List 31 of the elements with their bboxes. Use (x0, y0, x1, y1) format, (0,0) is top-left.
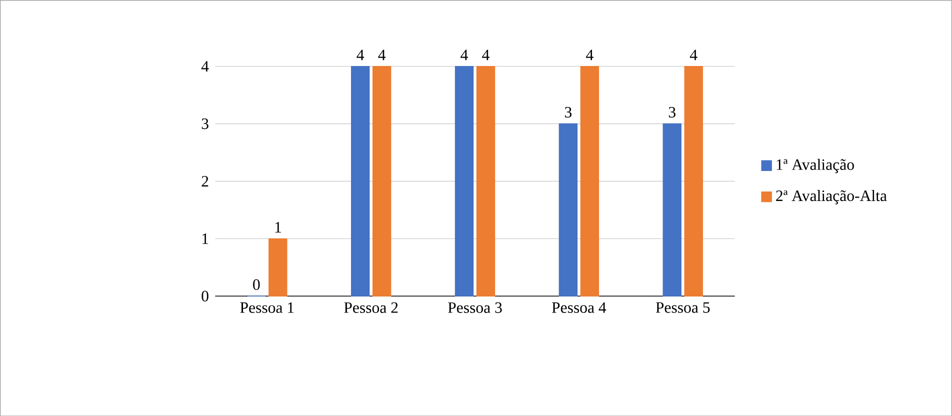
y-tick-label: 1 (202, 233, 208, 244)
data-label: 4 (586, 50, 594, 60)
data-label: 3 (668, 106, 676, 118)
bar (268, 238, 288, 296)
data-label: 1 (275, 222, 281, 232)
bar (580, 66, 600, 296)
x-tick-label: Pessoa 2 (344, 302, 398, 313)
data-label: 4 (460, 50, 468, 60)
bar (454, 66, 474, 296)
data-label: 4 (482, 50, 490, 60)
bar (372, 66, 392, 296)
bar (662, 123, 682, 296)
y-tick-label: 0 (202, 290, 208, 302)
data-label: 0 (253, 279, 260, 290)
data-label: 4 (356, 50, 364, 60)
bar (476, 66, 496, 296)
bar (684, 66, 703, 296)
data-label: 4 (690, 50, 698, 60)
x-tick-label: Pessoa 3 (448, 302, 502, 313)
y-tick-label: 2 (202, 176, 208, 186)
data-label: 4 (378, 50, 386, 60)
x-tick-label: Pessoa 4 (552, 302, 606, 313)
bar (558, 123, 578, 296)
y-tick-label: 4 (201, 60, 209, 72)
x-tick-label: Pessoa 5 (656, 302, 710, 313)
x-tick-label: Pessoa 1 (240, 302, 294, 313)
bar (350, 66, 370, 296)
legend-label: 1ª Avaliação (776, 158, 854, 173)
data-label: 3 (564, 106, 572, 118)
y-tick-label: 3 (202, 118, 208, 129)
legend-label: 2ª Avaliação-Alta (776, 190, 887, 204)
